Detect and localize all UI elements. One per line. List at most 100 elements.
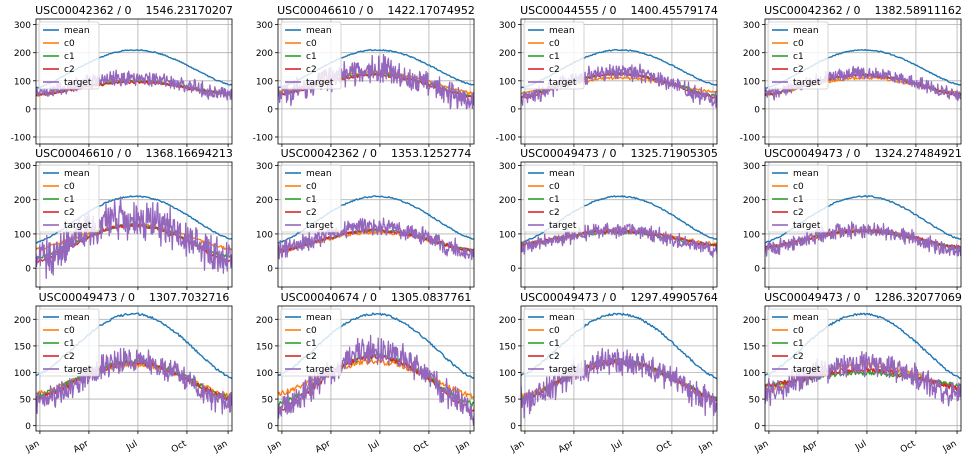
legend-label-target: target: [793, 221, 821, 231]
y-tick-label: 200: [743, 316, 760, 326]
panel-1: -100 0 100 200 300 USC00042362 / 0 1546.23170…: [11, 4, 233, 147]
legend-label-c1: c1: [549, 195, 560, 205]
legend-label-mean: mean: [306, 313, 332, 323]
y-tick-label: 300: [14, 162, 31, 172]
y-tick-label: 100: [256, 230, 273, 240]
legend-box: [38, 164, 100, 233]
y-tick-label: 0: [754, 422, 760, 432]
legend-label-mean: mean: [793, 169, 819, 179]
axes-frame: [764, 18, 962, 145]
panel-title: USC00042362 / 0 1546.23170207: [35, 4, 233, 17]
y-tick-label: 50: [749, 396, 761, 406]
legend: mean c0 c1 c2 target: [38, 21, 100, 90]
legend-label-c1: c1: [64, 195, 75, 205]
legend-label-c2: c2: [306, 352, 317, 362]
y-tick-label: 50: [262, 396, 274, 406]
x-tick-label: Jul: [124, 439, 139, 454]
series-line-target: [278, 334, 474, 426]
y-tick-label: -100: [11, 133, 32, 143]
panel-title: USC00049473 / 0 1325.71905305: [520, 147, 718, 160]
legend-label-c2: c2: [64, 208, 75, 218]
y-tick-label: 300: [14, 21, 31, 31]
panel-5: 0 100 200 300 USC00046610 / 0 1368.16694213 m…: [14, 147, 233, 290]
panel-title: USC00046610 / 0 1422.17074952: [277, 4, 475, 17]
y-tick-label: 150: [499, 342, 516, 352]
legend-label-mean: mean: [549, 313, 575, 323]
y-tick-label: 0: [510, 422, 516, 432]
y-tick-label: 200: [14, 316, 31, 326]
y-tick-label: 50: [505, 396, 517, 406]
panel-title: USC00049473 / 0 1324.27484921: [764, 147, 962, 160]
legend-label-c2: c2: [64, 352, 75, 362]
series-line-target: [765, 351, 961, 407]
y-tick-label: 100: [499, 230, 516, 240]
y-tick-label: 0: [754, 265, 760, 275]
legend-label-target: target: [64, 365, 92, 375]
legend-label-c2: c2: [549, 352, 560, 362]
legend: mean c0 c1 c2 target: [38, 308, 100, 377]
y-tick-label: 100: [743, 230, 760, 240]
legend-label-target: target: [549, 78, 577, 88]
legend-label-mean: mean: [306, 26, 332, 36]
legend-label-c1: c1: [793, 339, 804, 349]
legend-label-c0: c0: [549, 326, 560, 336]
y-tick-label: 200: [499, 49, 516, 59]
legend-label-mean: mean: [793, 313, 819, 323]
y-tick-label: 0: [267, 422, 273, 432]
series-line-target: [36, 69, 232, 101]
legend: mean c0 c1 c2 target: [280, 21, 342, 90]
y-tick-label: 200: [743, 196, 760, 206]
legend-label-c0: c0: [306, 326, 317, 336]
legend-label-c1: c1: [306, 339, 317, 349]
y-tick-label: -100: [496, 133, 517, 143]
y-tick-label: 300: [743, 21, 760, 31]
panel-3: -100 0 100 200 300 USC00044555 / 0 1400.45579…: [496, 4, 718, 147]
legend-label-c0: c0: [793, 326, 804, 336]
y-tick-label: 0: [510, 265, 516, 275]
y-tick-label: 0: [25, 105, 31, 115]
legend-box: [280, 164, 342, 233]
series-line-target: [278, 217, 474, 261]
series-line-target: [36, 347, 232, 415]
legend-label-c1: c1: [64, 52, 75, 62]
legend-label-c2: c2: [793, 352, 804, 362]
legend-label-c0: c0: [64, 39, 75, 49]
legend-label-mean: mean: [64, 169, 90, 179]
y-tick-label: 0: [267, 265, 273, 275]
legend-box: [38, 308, 100, 377]
y-tick-label: 300: [256, 21, 273, 31]
legend: mean c0 c1 c2 target: [38, 164, 100, 233]
y-tick-label: 100: [499, 369, 516, 379]
legend-label-mean: mean: [549, 169, 575, 179]
axes-frame: [277, 18, 475, 145]
panel-10: 0 50 100 150 200 Jan Apr Jul Oct Jan USC00040674 /…: [256, 291, 475, 454]
legend-label-c1: c1: [64, 339, 75, 349]
legend-box: [767, 21, 829, 90]
legend-label-mean: mean: [306, 169, 332, 179]
legend-label-c0: c0: [306, 39, 317, 49]
series-line-target: [521, 347, 717, 419]
legend-label-target: target: [64, 221, 92, 231]
y-tick-label: 0: [754, 105, 760, 115]
plot-lines: [278, 312, 474, 426]
x-tick-label: Jan: [509, 439, 527, 454]
x-tick-label: Jul: [366, 439, 381, 454]
legend-label-target: target: [306, 78, 334, 88]
panel-6: 0 100 200 300 USC00042362 / 0 1353.1252774 me…: [256, 147, 475, 290]
x-tick-label: Oct: [170, 439, 189, 454]
panel-11: 0 50 100 150 200 Jan Apr Jul Oct Jan USC00049473 /…: [499, 291, 718, 454]
x-tick-label: Apr: [314, 439, 333, 454]
y-tick-label: 100: [499, 77, 516, 87]
legend: mean c0 c1 c2 target: [767, 164, 829, 233]
axes-frame: [277, 161, 475, 288]
y-tick-label: 300: [256, 162, 273, 172]
y-tick-label: 100: [14, 77, 31, 87]
legend: mean c0 c1 c2 target: [280, 164, 342, 233]
panel-title: USC00049473 / 0 1297.49905764: [520, 291, 718, 304]
legend-label-c0: c0: [64, 182, 75, 192]
axes-frame: [35, 161, 233, 288]
legend-label-c0: c0: [64, 326, 75, 336]
legend-label-c2: c2: [793, 208, 804, 218]
x-tick-label: Jul: [853, 439, 868, 454]
legend-label-target: target: [64, 78, 92, 88]
